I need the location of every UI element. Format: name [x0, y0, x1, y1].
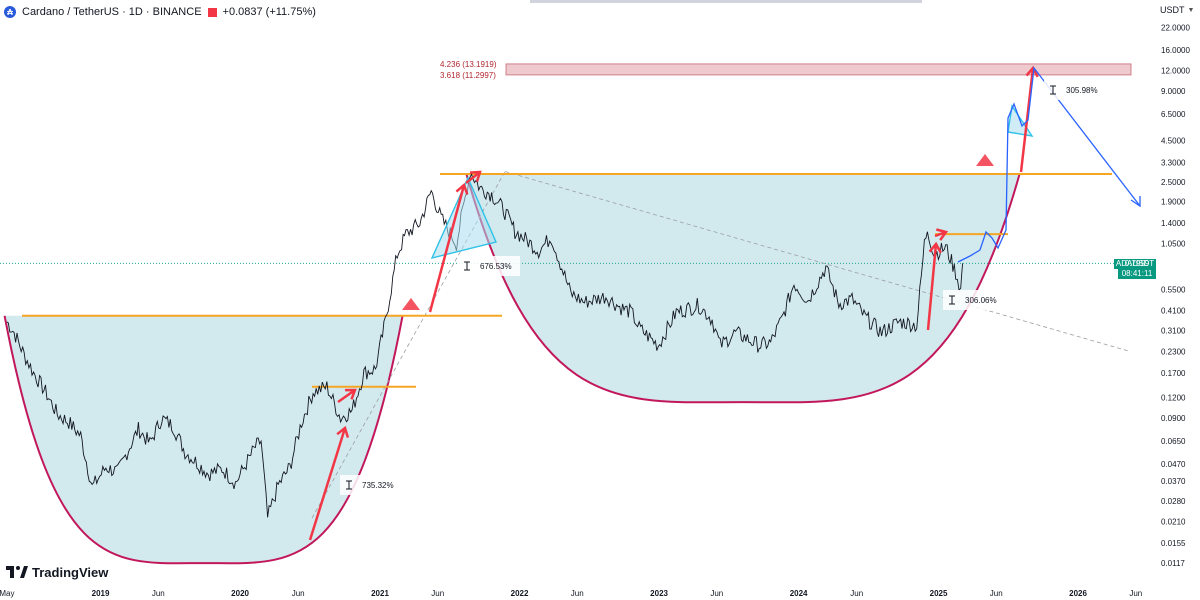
measure-label: 676.53%: [480, 262, 512, 271]
y-axis-tick-label: 0.1200: [1161, 394, 1186, 403]
y-axis-tick-label: 0.2300: [1161, 347, 1186, 356]
up-triangle-marker: [402, 298, 420, 310]
trend-line-dashed: [504, 171, 1131, 352]
y-axis-tick-label: 22.0000: [1161, 24, 1190, 33]
current-price-tag: ADAUSDT 0.7959 08:41:11: [1114, 259, 1156, 279]
y-axis-tick-label: 0.0470: [1161, 460, 1186, 469]
y-axis-tick-label: 1.9000: [1161, 198, 1186, 207]
impulse-arrow-head: [1025, 65, 1039, 78]
cardano-logo-icon: ₳: [4, 6, 16, 18]
impulse-arrow-head: [928, 241, 942, 254]
measure-icon: [949, 295, 955, 305]
x-axis-tick-label: Jun: [152, 589, 165, 598]
y-axis-tick-label: 12.0000: [1161, 67, 1190, 76]
symbol-title[interactable]: Cardano / TetherUS · 1D · BINANCE: [22, 6, 202, 18]
x-axis-tick-label: Jun: [850, 589, 863, 598]
y-axis-tick-label: 0.0155: [1161, 539, 1186, 548]
chart-header: ₳ Cardano / TetherUS · 1D · BINANCE +0.0…: [4, 4, 316, 20]
price-change: +0.0837 (+11.75%): [222, 6, 316, 18]
impulse-arrow-head: [469, 170, 482, 182]
top-toolbar-strip: [530, 0, 922, 3]
y-axis-tick-label: 0.0280: [1161, 497, 1186, 506]
tradingview-mark-icon: [6, 566, 28, 578]
y-axis-tick-label: 0.0117: [1161, 559, 1185, 568]
impulse-arrow-head: [455, 182, 469, 195]
measure-icon: [346, 480, 352, 490]
y-axis-tick-label: 9.0000: [1161, 87, 1186, 96]
impulse-arrow: [1019, 67, 1035, 173]
y-axis-tick-label: 3.3000: [1161, 158, 1186, 167]
x-axis-tick-label: 2019: [92, 589, 110, 598]
x-axis-tick-label: May: [0, 589, 14, 598]
tradingview-logo[interactable]: TradingView: [6, 564, 108, 580]
measure-box: [1044, 80, 1106, 100]
x-axis-tick-label: 2021: [371, 589, 389, 598]
impulse-arrow-head: [336, 425, 350, 438]
measure-icon: [1050, 85, 1056, 95]
y-axis-tick-label: 2.5000: [1161, 178, 1186, 187]
y-axis-tick-label: 1.4000: [1161, 219, 1186, 228]
cup-fill: [466, 173, 1020, 403]
impulse-arrow-head: [936, 228, 949, 241]
y-axis-tick-label: 16.0000: [1161, 46, 1190, 55]
x-axis-tick-label: 2023: [650, 589, 668, 598]
impulse-arrow: [465, 171, 481, 184]
measure-label: 306.06%: [965, 296, 997, 305]
x-axis-tick-label: Jun: [431, 589, 444, 598]
y-axis-tick-label: 0.0900: [1161, 414, 1186, 423]
impulse-arrow: [337, 388, 356, 404]
fib-level-label: 4.236 (13.1919): [440, 60, 497, 69]
x-axis-tick-label: 2020: [231, 589, 249, 598]
measure-label: 305.98%: [1066, 86, 1098, 95]
x-axis-tick-label: 2025: [930, 589, 948, 598]
y-axis-tick-label: 0.4100: [1161, 306, 1186, 315]
impulse-arrow: [308, 427, 347, 541]
y-axis-tick-label: 6.5000: [1161, 110, 1186, 119]
price-tag-symbol: ADAUSDT: [1114, 259, 1156, 269]
cup-fill: [4, 315, 403, 564]
projection-arrow-head: [1130, 196, 1141, 208]
measure-label: 735.32%: [362, 481, 394, 490]
pennant-triangle: [430, 176, 497, 260]
x-axis-tick-label: 2024: [790, 589, 808, 598]
y-axis-tick-label: 1.0500: [1161, 240, 1186, 249]
measure-box: [340, 475, 402, 495]
fib-target-zone: [505, 63, 1132, 76]
impulse-arrow: [428, 184, 466, 313]
x-axis-tick-label: Jun: [710, 589, 723, 598]
currency-label: USDT: [1160, 5, 1185, 15]
measure-icon: [464, 261, 470, 271]
impulse-arrow-head: [344, 388, 357, 400]
fib-level-label: 3.618 (11.2997): [440, 71, 496, 80]
currency-selector[interactable]: USDT ▼: [1158, 3, 1194, 17]
x-axis-tick-label: Jun: [571, 589, 584, 598]
y-axis-tick-label: 0.5500: [1161, 286, 1186, 295]
projection-path: [957, 66, 1141, 263]
chevron-down-icon: ▼: [1187, 6, 1195, 14]
y-axis-tick-label: 0.0210: [1161, 517, 1186, 526]
y-axis-tick-label: 4.5000: [1161, 136, 1186, 145]
x-axis-tick-label: Jun: [1129, 589, 1142, 598]
up-triangle-marker: [976, 154, 994, 166]
x-axis-tick-label: 2022: [511, 589, 529, 598]
flag-icon[interactable]: [207, 7, 217, 17]
x-axis-tick-label: Jun: [292, 589, 305, 598]
y-axis-tick-label: 0.0370: [1161, 477, 1186, 486]
y-axis-tick-label: 0.1700: [1161, 369, 1186, 378]
measure-box: [458, 256, 520, 276]
y-axis-tick-label: 0.0650: [1161, 437, 1186, 446]
cup-outline: [465, 173, 1021, 404]
y-axis-tick-label: 0.3100: [1161, 326, 1186, 335]
price-tag-countdown: 08:41:11: [1121, 269, 1153, 278]
tradingview-wordmark: TradingView: [32, 564, 109, 580]
impulse-arrow: [926, 243, 938, 331]
price-series-line: [6, 172, 964, 518]
x-axis-tick-label: Jun: [990, 589, 1003, 598]
price-tag-value: 0.7959: [1124, 259, 1150, 268]
measure-box: [943, 290, 1005, 310]
x-axis-tick-label: 2026: [1069, 589, 1087, 598]
